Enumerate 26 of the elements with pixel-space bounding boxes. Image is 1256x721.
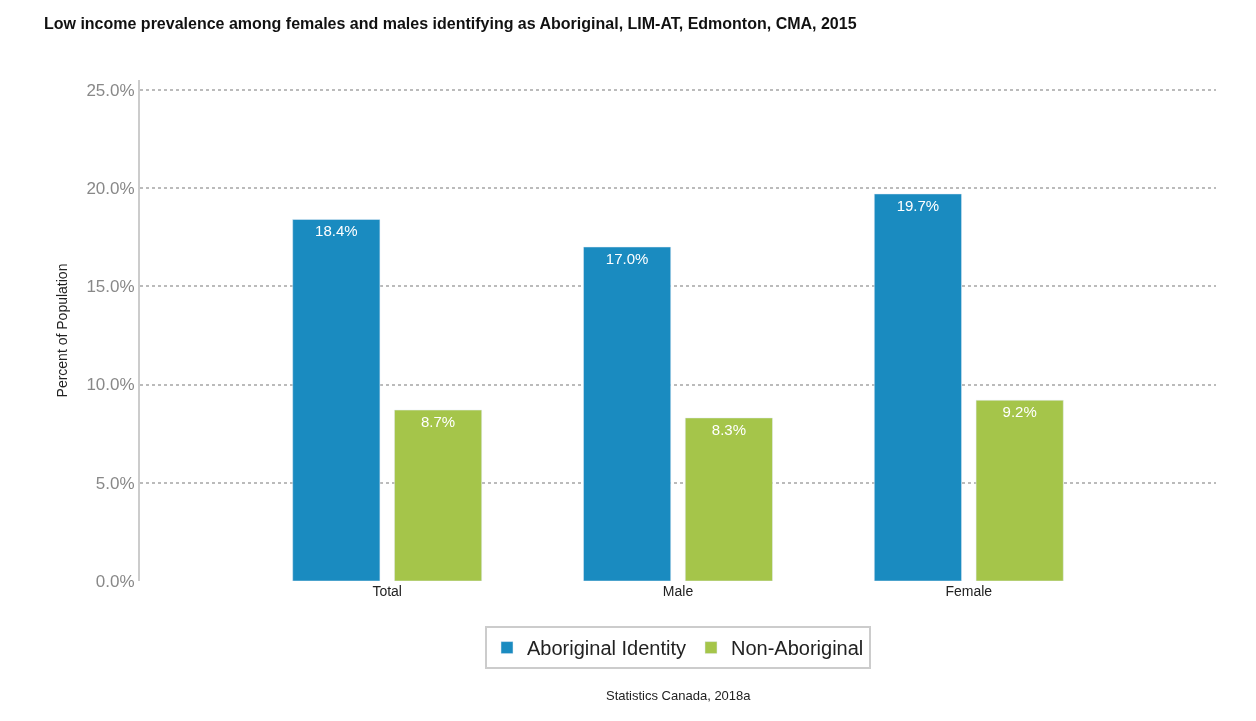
y-tick-label: 5.0% <box>95 473 135 493</box>
bar <box>975 400 1064 581</box>
chart-title: Low income prevalence among females and males identifying as Aboriginal, LIM-AT, Edmonton, CMA, 2015 <box>43 15 857 33</box>
bar <box>874 193 962 581</box>
data-label: 17.0% <box>605 250 649 267</box>
y-axis-title: Percent of Population <box>54 263 71 398</box>
data-label: 9.2% <box>1002 403 1037 421</box>
text: Statistics Canada, 2018a <box>606 688 752 703</box>
y-tick-label: 25.0% <box>86 80 135 100</box>
bar <box>394 409 482 581</box>
x-tick-label: Female <box>945 583 993 599</box>
y-tick-label: 10.0% <box>86 375 135 395</box>
bar <box>583 246 671 581</box>
x-tick-label: Total <box>372 583 402 599</box>
bar <box>292 219 381 581</box>
data-label: 8.7% <box>420 413 456 431</box>
y-tick-label: 20.0% <box>86 179 135 199</box>
data-label: 8.3% <box>711 420 746 438</box>
y-tick-label: 0.0% <box>95 571 135 591</box>
x-tick-label: Male <box>662 583 694 599</box>
legend-label: Non-Aboriginal <box>730 637 864 660</box>
data-label: 18.4% <box>315 222 358 240</box>
y-tick-label: 15.0% <box>86 277 135 297</box>
legend-label: Aboriginal Identity <box>527 637 686 660</box>
data-label: 19.7% <box>896 196 940 214</box>
bar <box>685 417 773 581</box>
